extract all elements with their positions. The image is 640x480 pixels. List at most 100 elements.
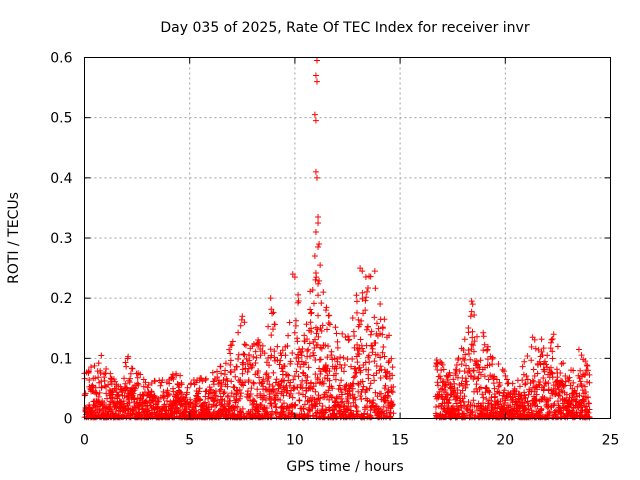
data-point bbox=[351, 373, 358, 380]
data-point bbox=[280, 406, 287, 413]
data-point bbox=[92, 375, 99, 382]
data-point bbox=[295, 298, 302, 305]
data-point bbox=[586, 371, 593, 378]
data-point bbox=[558, 360, 565, 367]
data-point bbox=[244, 360, 251, 367]
data-point bbox=[295, 390, 302, 397]
data-point bbox=[528, 343, 535, 350]
data-point bbox=[490, 380, 497, 387]
data-point bbox=[179, 402, 186, 409]
data-point bbox=[348, 363, 355, 370]
data-point bbox=[470, 367, 477, 374]
data-point bbox=[126, 399, 133, 406]
data-point bbox=[97, 367, 104, 374]
data-point bbox=[477, 371, 484, 378]
data-point bbox=[231, 384, 238, 391]
data-point bbox=[161, 401, 168, 408]
data-point bbox=[160, 388, 167, 395]
data-point bbox=[538, 336, 545, 343]
data-point bbox=[360, 348, 367, 355]
data-point bbox=[260, 383, 267, 390]
data-point bbox=[249, 406, 256, 413]
grid-lines bbox=[84, 57, 611, 419]
y-tick-label: 0.1 bbox=[50, 351, 72, 367]
data-point bbox=[305, 346, 312, 353]
data-point bbox=[364, 386, 371, 393]
data-point bbox=[366, 385, 373, 392]
data-point bbox=[287, 358, 294, 365]
data-point bbox=[334, 358, 341, 365]
data-point bbox=[442, 387, 449, 394]
data-point bbox=[368, 414, 375, 421]
data-point bbox=[103, 404, 110, 411]
data-point bbox=[170, 388, 177, 395]
data-point bbox=[265, 375, 272, 382]
data-point bbox=[458, 361, 465, 368]
data-point bbox=[159, 377, 166, 384]
data-point bbox=[484, 346, 491, 353]
data-point bbox=[548, 336, 555, 343]
x-tick-label: 0 bbox=[80, 433, 89, 449]
axis-ticks: 0 5 10 15 20 25 0 0.1 0.2 0.3 0.4 0.5 0.6 bbox=[50, 51, 619, 449]
data-point bbox=[187, 396, 194, 403]
data-point bbox=[349, 315, 356, 322]
data-point bbox=[462, 375, 469, 382]
data-point bbox=[373, 320, 380, 327]
data-point bbox=[264, 378, 271, 385]
data-point bbox=[95, 374, 102, 381]
data-point bbox=[371, 268, 378, 275]
data-point bbox=[246, 357, 253, 364]
data-point bbox=[91, 362, 98, 369]
data-point bbox=[388, 355, 395, 362]
data-point bbox=[329, 394, 336, 401]
data-point bbox=[464, 381, 471, 388]
data-point bbox=[249, 362, 256, 369]
data-point bbox=[373, 370, 380, 377]
data-point bbox=[304, 336, 311, 343]
data-point bbox=[562, 382, 569, 389]
data-point bbox=[292, 317, 299, 324]
data-point bbox=[241, 319, 248, 326]
data-point bbox=[164, 387, 171, 394]
data-point bbox=[462, 384, 469, 391]
data-point bbox=[344, 406, 351, 413]
data-point bbox=[165, 390, 172, 397]
data-point bbox=[312, 72, 319, 79]
data-point bbox=[315, 219, 322, 226]
data-point bbox=[310, 349, 317, 356]
data-point bbox=[342, 334, 349, 341]
data-point bbox=[306, 384, 313, 391]
data-point bbox=[437, 375, 444, 382]
data-point bbox=[214, 374, 221, 381]
data-point bbox=[188, 380, 195, 387]
data-point bbox=[315, 292, 322, 299]
data-point bbox=[302, 359, 309, 366]
data-point bbox=[202, 377, 209, 384]
data-point bbox=[541, 358, 548, 365]
data-point bbox=[477, 402, 484, 409]
data-point bbox=[148, 411, 155, 418]
data-point bbox=[239, 405, 246, 412]
data-point bbox=[517, 396, 524, 403]
data-point bbox=[85, 370, 92, 377]
data-point bbox=[319, 402, 326, 409]
data-point bbox=[244, 388, 251, 395]
data-point bbox=[242, 342, 249, 349]
data-point bbox=[315, 213, 322, 220]
x-tick-label: 10 bbox=[286, 433, 304, 449]
data-point bbox=[524, 376, 531, 383]
data-point bbox=[467, 356, 474, 363]
data-point bbox=[196, 385, 203, 392]
data-point bbox=[290, 385, 297, 392]
data-point bbox=[130, 390, 137, 397]
chart-title: Day 035 of 2025, Rate Of TEC Index for r… bbox=[160, 20, 529, 36]
data-point bbox=[357, 392, 364, 399]
data-point bbox=[543, 361, 550, 368]
data-point bbox=[440, 366, 447, 373]
data-point bbox=[211, 397, 218, 404]
data-point bbox=[557, 377, 564, 384]
data-point bbox=[224, 383, 231, 390]
data-point bbox=[577, 380, 584, 387]
data-point bbox=[502, 372, 509, 379]
data-point bbox=[272, 409, 279, 416]
